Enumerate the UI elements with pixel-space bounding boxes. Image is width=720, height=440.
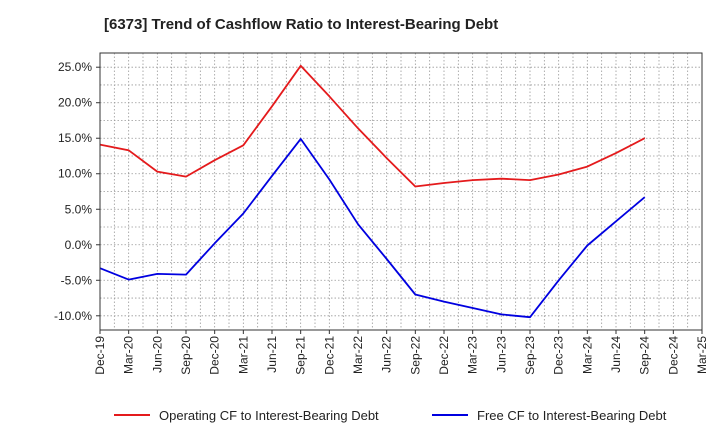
x-tick-label: Mar-24	[580, 336, 594, 374]
y-tick-label: 20.0%	[58, 96, 92, 110]
y-tick-label: 25.0%	[58, 60, 92, 74]
x-tick-label: Mar-20	[122, 336, 136, 374]
y-tick-label: 15.0%	[58, 131, 92, 145]
x-axis: Dec-19 Mar-20 Jun-20 Sep-20 Dec-20 Mar-21 Jun-…	[93, 330, 709, 375]
x-tick-label: Jun-22	[380, 336, 394, 373]
legend-swatch-operating-cf	[114, 414, 150, 416]
x-tick-label: Jun-23	[494, 336, 508, 373]
legend-item-free-cf: Free CF to Interest-Bearing Debt	[432, 405, 666, 425]
plot-frame	[99, 52, 703, 331]
y-tick-label: 10.0%	[58, 167, 92, 181]
series-line-operating-cf	[99, 64, 646, 188]
chart-title: [6373] Trend of Cashflow Ratio to Intere…	[104, 16, 499, 33]
legend-swatch-free-cf	[432, 414, 468, 416]
x-tick-label: Dec-22	[437, 336, 451, 375]
y-tick-label: 5.0%	[65, 202, 93, 216]
legend-label-operating-cf: Operating CF to Interest-Bearing Debt	[159, 407, 379, 423]
x-tick-label: Mar-25	[695, 336, 709, 374]
y-tick-label: -10.0%	[54, 309, 92, 323]
legend-item-operating-cf: Operating CF to Interest-Bearing Debt	[114, 405, 379, 425]
x-tick-label: Sep-23	[523, 336, 537, 375]
x-tick-label: Sep-24	[638, 336, 652, 375]
y-tick-label: 0.0%	[65, 238, 93, 252]
x-tick-label: Dec-19	[93, 336, 107, 375]
x-tick-label: Dec-24	[666, 336, 680, 375]
x-tick-label: Dec-21	[322, 336, 336, 375]
y-tick-label: -5.0%	[61, 273, 93, 287]
y-axis: -10.0% -5.0% 0.0% 5.0% 10.0% 15.0% 20.0% 25.0%	[54, 60, 100, 323]
x-tick-label: Dec-20	[208, 336, 222, 375]
x-tick-label: Jun-24	[609, 336, 623, 373]
x-tick-label: Dec-23	[552, 336, 566, 375]
x-tick-label: Sep-20	[179, 336, 193, 375]
x-tick-label: Mar-22	[351, 336, 365, 374]
series-line-free-cf	[99, 137, 646, 319]
series-layer	[99, 64, 646, 319]
x-tick-label: Mar-23	[466, 336, 480, 374]
x-tick-label: Jun-20	[150, 336, 164, 373]
legend-label-free-cf: Free CF to Interest-Bearing Debt	[477, 407, 667, 423]
x-tick-label: Mar-21	[236, 336, 250, 374]
grid	[99, 53, 703, 330]
x-tick-label: Jun-21	[265, 336, 279, 373]
x-tick-label: Sep-21	[294, 336, 308, 375]
x-tick-label: Sep-22	[408, 336, 422, 375]
